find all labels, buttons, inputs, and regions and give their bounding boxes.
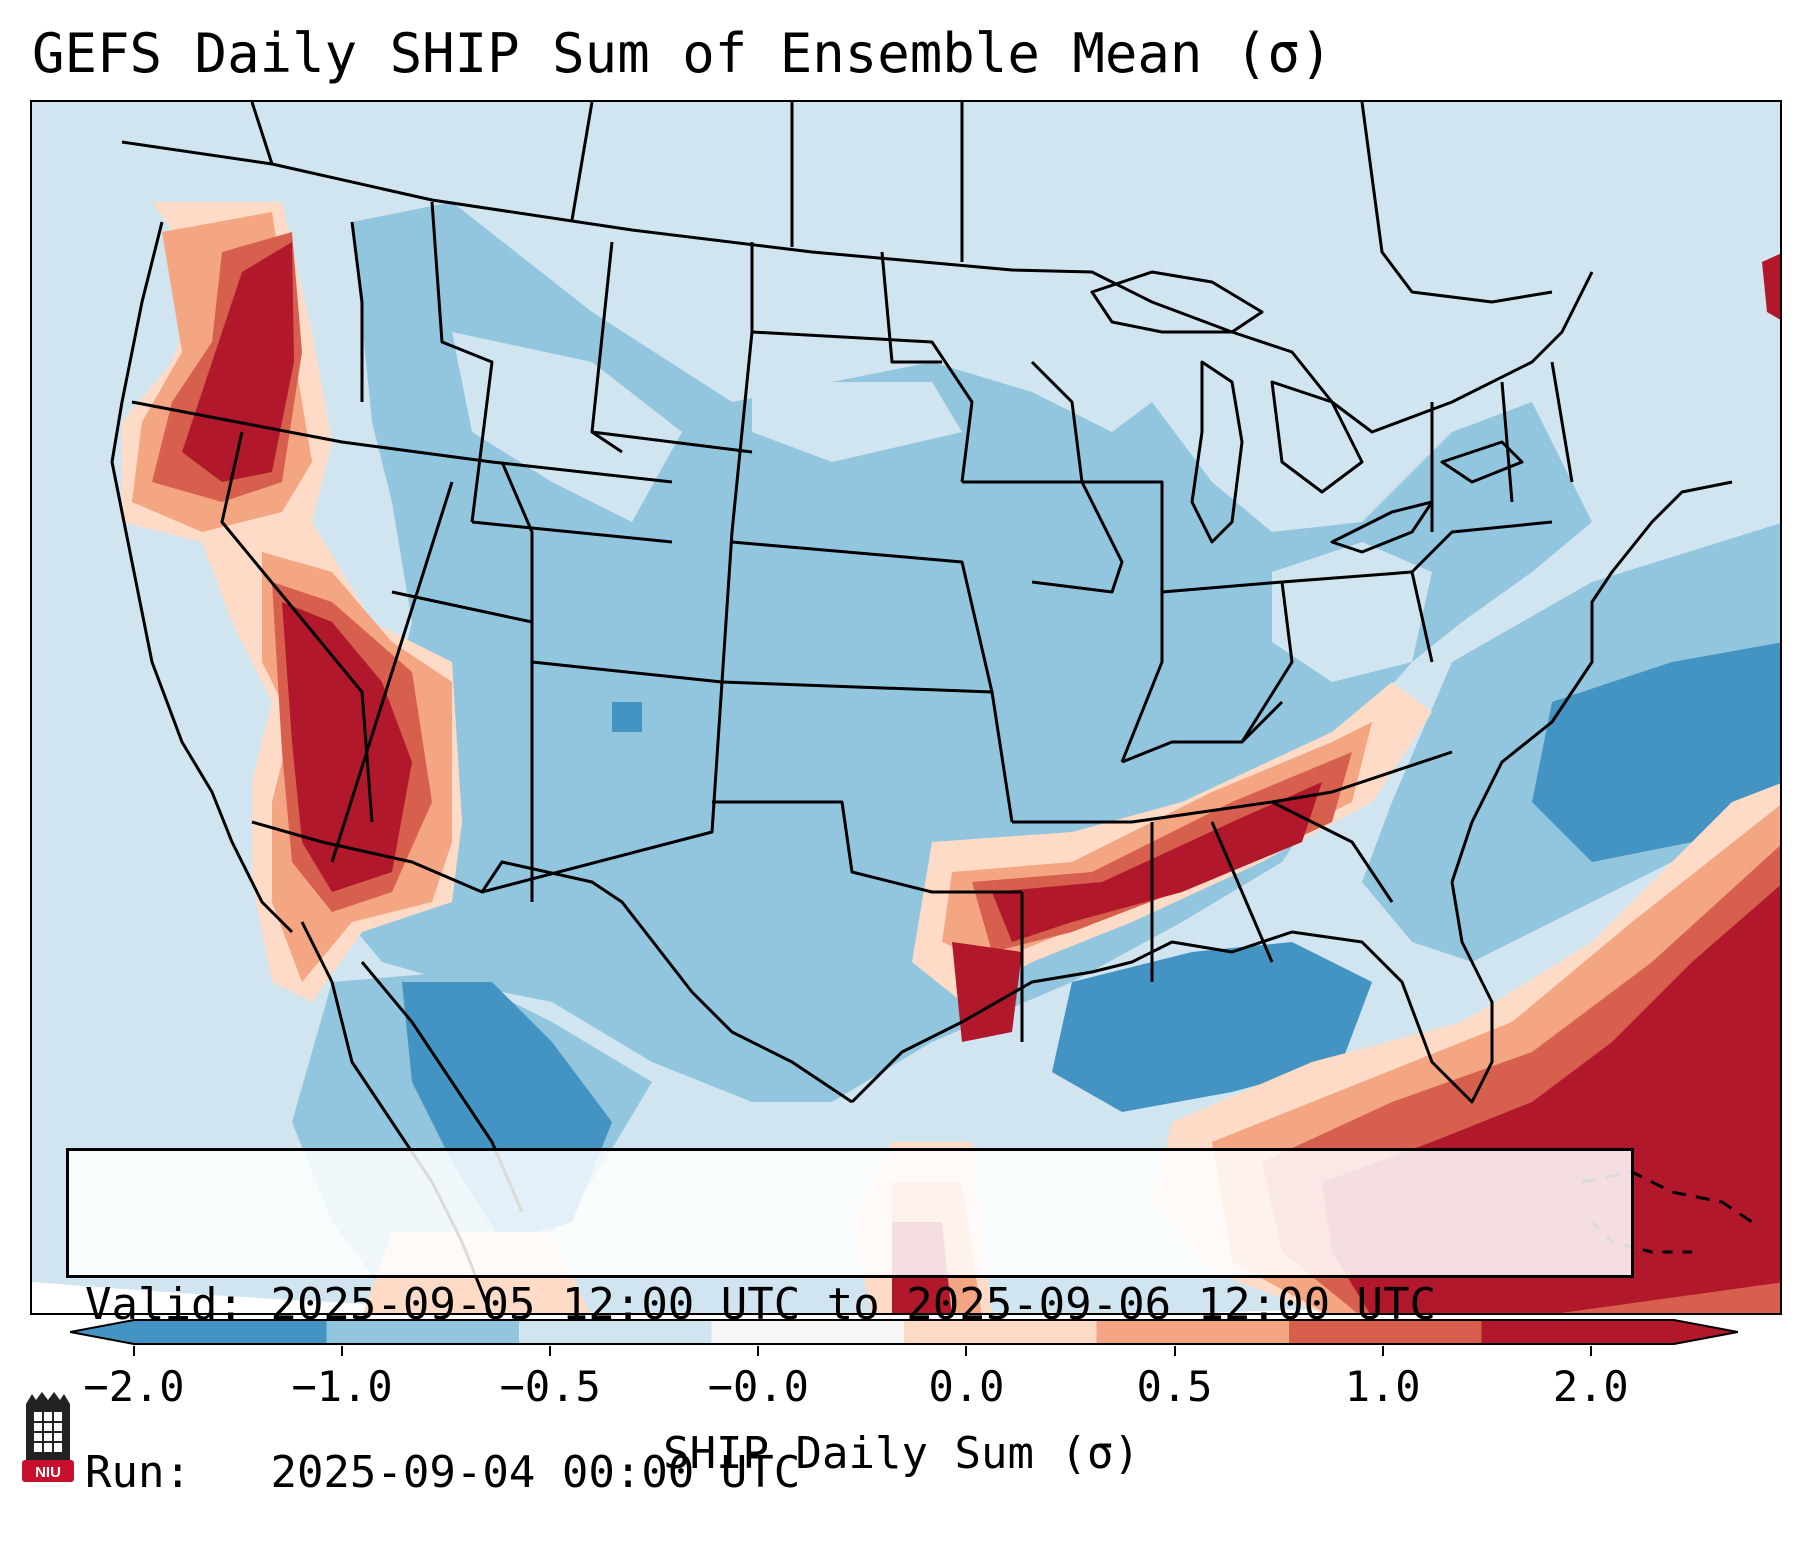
colorbar-tick-mark bbox=[757, 1346, 760, 1356]
valid-run-info-box: Valid: 2025-09-05 12:00 UTC to 2025-09-0… bbox=[66, 1148, 1634, 1498]
colorbar-tick-mark bbox=[549, 1346, 552, 1356]
colorbar-segments bbox=[70, 1320, 1738, 1344]
colorbar-tick-mark bbox=[1381, 1346, 1384, 1356]
colorbar-tick-mark bbox=[1173, 1346, 1176, 1356]
logo-text: NIU bbox=[35, 1464, 61, 1481]
colorbar-segment bbox=[1289, 1320, 1482, 1344]
colorbar-tick-label: −0.0 bbox=[707, 1362, 809, 1411]
colorbar-tick-mark bbox=[965, 1346, 968, 1356]
colorbar-tick-label: 0.5 bbox=[1136, 1362, 1213, 1411]
colorbar-extend-high bbox=[1674, 1320, 1738, 1344]
chart-title: GEFS Daily SHIP Sum of Ensemble Mean (σ) bbox=[32, 22, 1333, 85]
colorbar-extend-low bbox=[70, 1320, 134, 1344]
colorbar-tick-label: 1.0 bbox=[1344, 1362, 1421, 1411]
colorbar-tick-label: 2.0 bbox=[1552, 1362, 1629, 1411]
colorbar-segment bbox=[134, 1320, 327, 1344]
colorbar-segment bbox=[326, 1320, 520, 1344]
lake-ontario bbox=[1440, 440, 1524, 484]
colorbar-segment bbox=[904, 1320, 1097, 1344]
colorbar-tick-label: −1.0 bbox=[291, 1362, 393, 1411]
colorbar-segment bbox=[519, 1320, 712, 1344]
colorbar-tick-mark bbox=[1589, 1346, 1592, 1356]
university-tower-icon: NIU bbox=[22, 1392, 74, 1482]
colorbar-tick-mark bbox=[133, 1346, 135, 1356]
east-coastline bbox=[1450, 480, 1733, 883]
colorbar-tick-label: −0.5 bbox=[499, 1362, 601, 1411]
lake-huron bbox=[1270, 380, 1364, 494]
colorbar-tick-label: 0.0 bbox=[928, 1362, 1005, 1411]
run-line: Run: 2025-09-04 00:00 UTC bbox=[85, 1445, 1615, 1501]
map-panel bbox=[30, 100, 1782, 1315]
colorbar-label: SHIP Daily Sum (σ) bbox=[663, 1428, 1140, 1479]
colorbar-tick-mark bbox=[341, 1346, 344, 1356]
run-value: 2025-09-04 00:00 UTC bbox=[270, 1447, 801, 1498]
run-label: Run: bbox=[85, 1447, 191, 1498]
gulf-coastline bbox=[850, 881, 1494, 1104]
colorbar-outline bbox=[70, 1319, 1738, 1345]
colorbar-segment bbox=[711, 1320, 905, 1344]
colorbar bbox=[70, 1319, 1738, 1345]
colorbar-segment bbox=[1481, 1320, 1675, 1344]
colorbar-segment bbox=[1096, 1320, 1290, 1344]
lake-michigan bbox=[1190, 360, 1244, 544]
us-mexico-border bbox=[251, 820, 853, 1104]
lake-superior bbox=[1090, 270, 1264, 334]
lake-erie bbox=[1330, 500, 1434, 554]
ship-anomaly-map bbox=[32, 102, 1780, 1313]
field-pos-above-2 bbox=[182, 242, 294, 482]
us-canada-border bbox=[121, 140, 1594, 434]
colorbar-tick-label: −2.0 bbox=[83, 1362, 185, 1411]
west-coastline bbox=[110, 221, 294, 934]
